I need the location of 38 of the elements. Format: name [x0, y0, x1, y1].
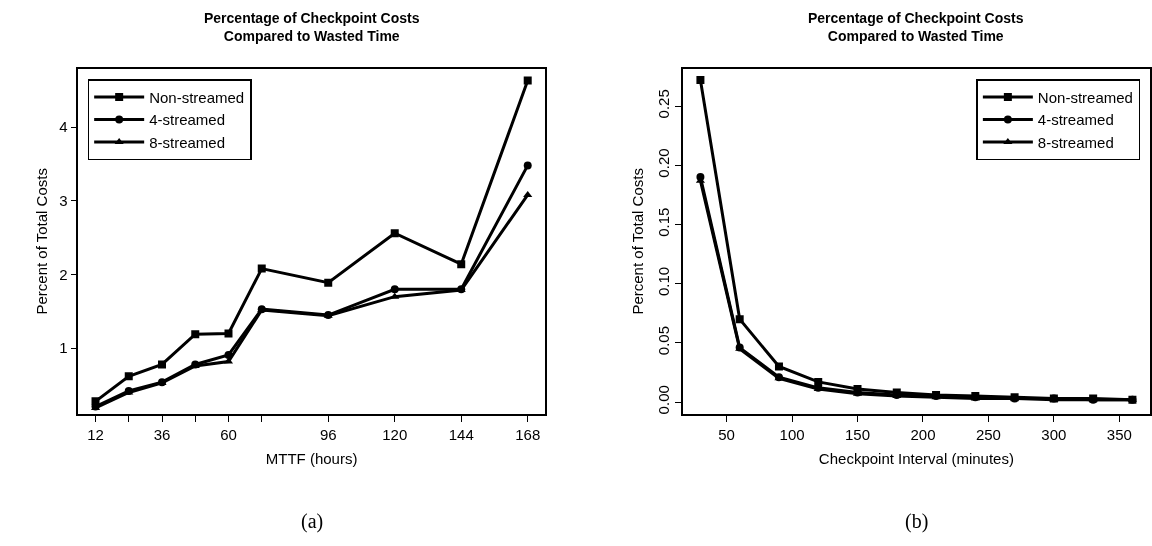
y-tick-label: 0.10: [655, 266, 673, 297]
legend-label: Non-streamed: [1037, 88, 1133, 106]
x-axis-title: MTTF (hours): [265, 450, 358, 468]
x-tick-label: 250: [975, 425, 1001, 443]
x-tick-label: 36: [153, 425, 171, 443]
x-tick-label: 150: [844, 425, 871, 443]
y-tick-label: 1: [59, 339, 68, 357]
y-axis-title: Percent of Total Costs: [32, 168, 50, 315]
y-tick-label: 0.00: [655, 385, 673, 415]
text: (b): [905, 510, 929, 533]
y-tick-label: 0.20: [655, 148, 673, 178]
x-tick-label: 350: [1106, 425, 1132, 443]
x-tick-label: 200: [910, 425, 936, 443]
y-tick-label: 0.15: [655, 207, 673, 237]
x-tick-label: 144: [448, 425, 474, 443]
y-tick-label: 2: [59, 265, 68, 283]
x-tick-label: 300: [1041, 425, 1067, 443]
y-tick-label: 0.05: [655, 325, 673, 356]
legend-label: 4-streamed: [1037, 111, 1114, 129]
x-tick-label: 12: [87, 425, 104, 443]
x-tick-label: 96: [319, 425, 337, 443]
legend-label: 8-streamed: [1037, 133, 1114, 151]
x-tick-label: 168: [515, 425, 541, 443]
text: (a): [301, 510, 324, 533]
chart-title: Percentage of Checkpoint Costs Compared to Wasted Time: [808, 10, 1024, 45]
x-tick-label: 120: [382, 425, 408, 443]
x-axis-title: Checkpoint Interval (minutes): [818, 450, 1014, 468]
y-tick-label: 0.25: [655, 89, 673, 119]
y-tick-label: 4: [59, 118, 68, 136]
legend-label: 4-streamed: [149, 111, 226, 129]
x-tick-label: 100: [779, 425, 805, 443]
x-tick-label: 60: [220, 425, 237, 443]
y-tick-label: 3: [59, 192, 68, 210]
legend-label: 8-streamed: [149, 133, 226, 151]
chart-title: Percentage of Checkpoint Costs Compared to Wasted Time: [204, 10, 420, 45]
x-tick-label: 50: [718, 425, 735, 443]
legend-label: Non-streamed: [149, 88, 245, 106]
y-axis-title: Percent of Total Costs: [629, 168, 647, 315]
